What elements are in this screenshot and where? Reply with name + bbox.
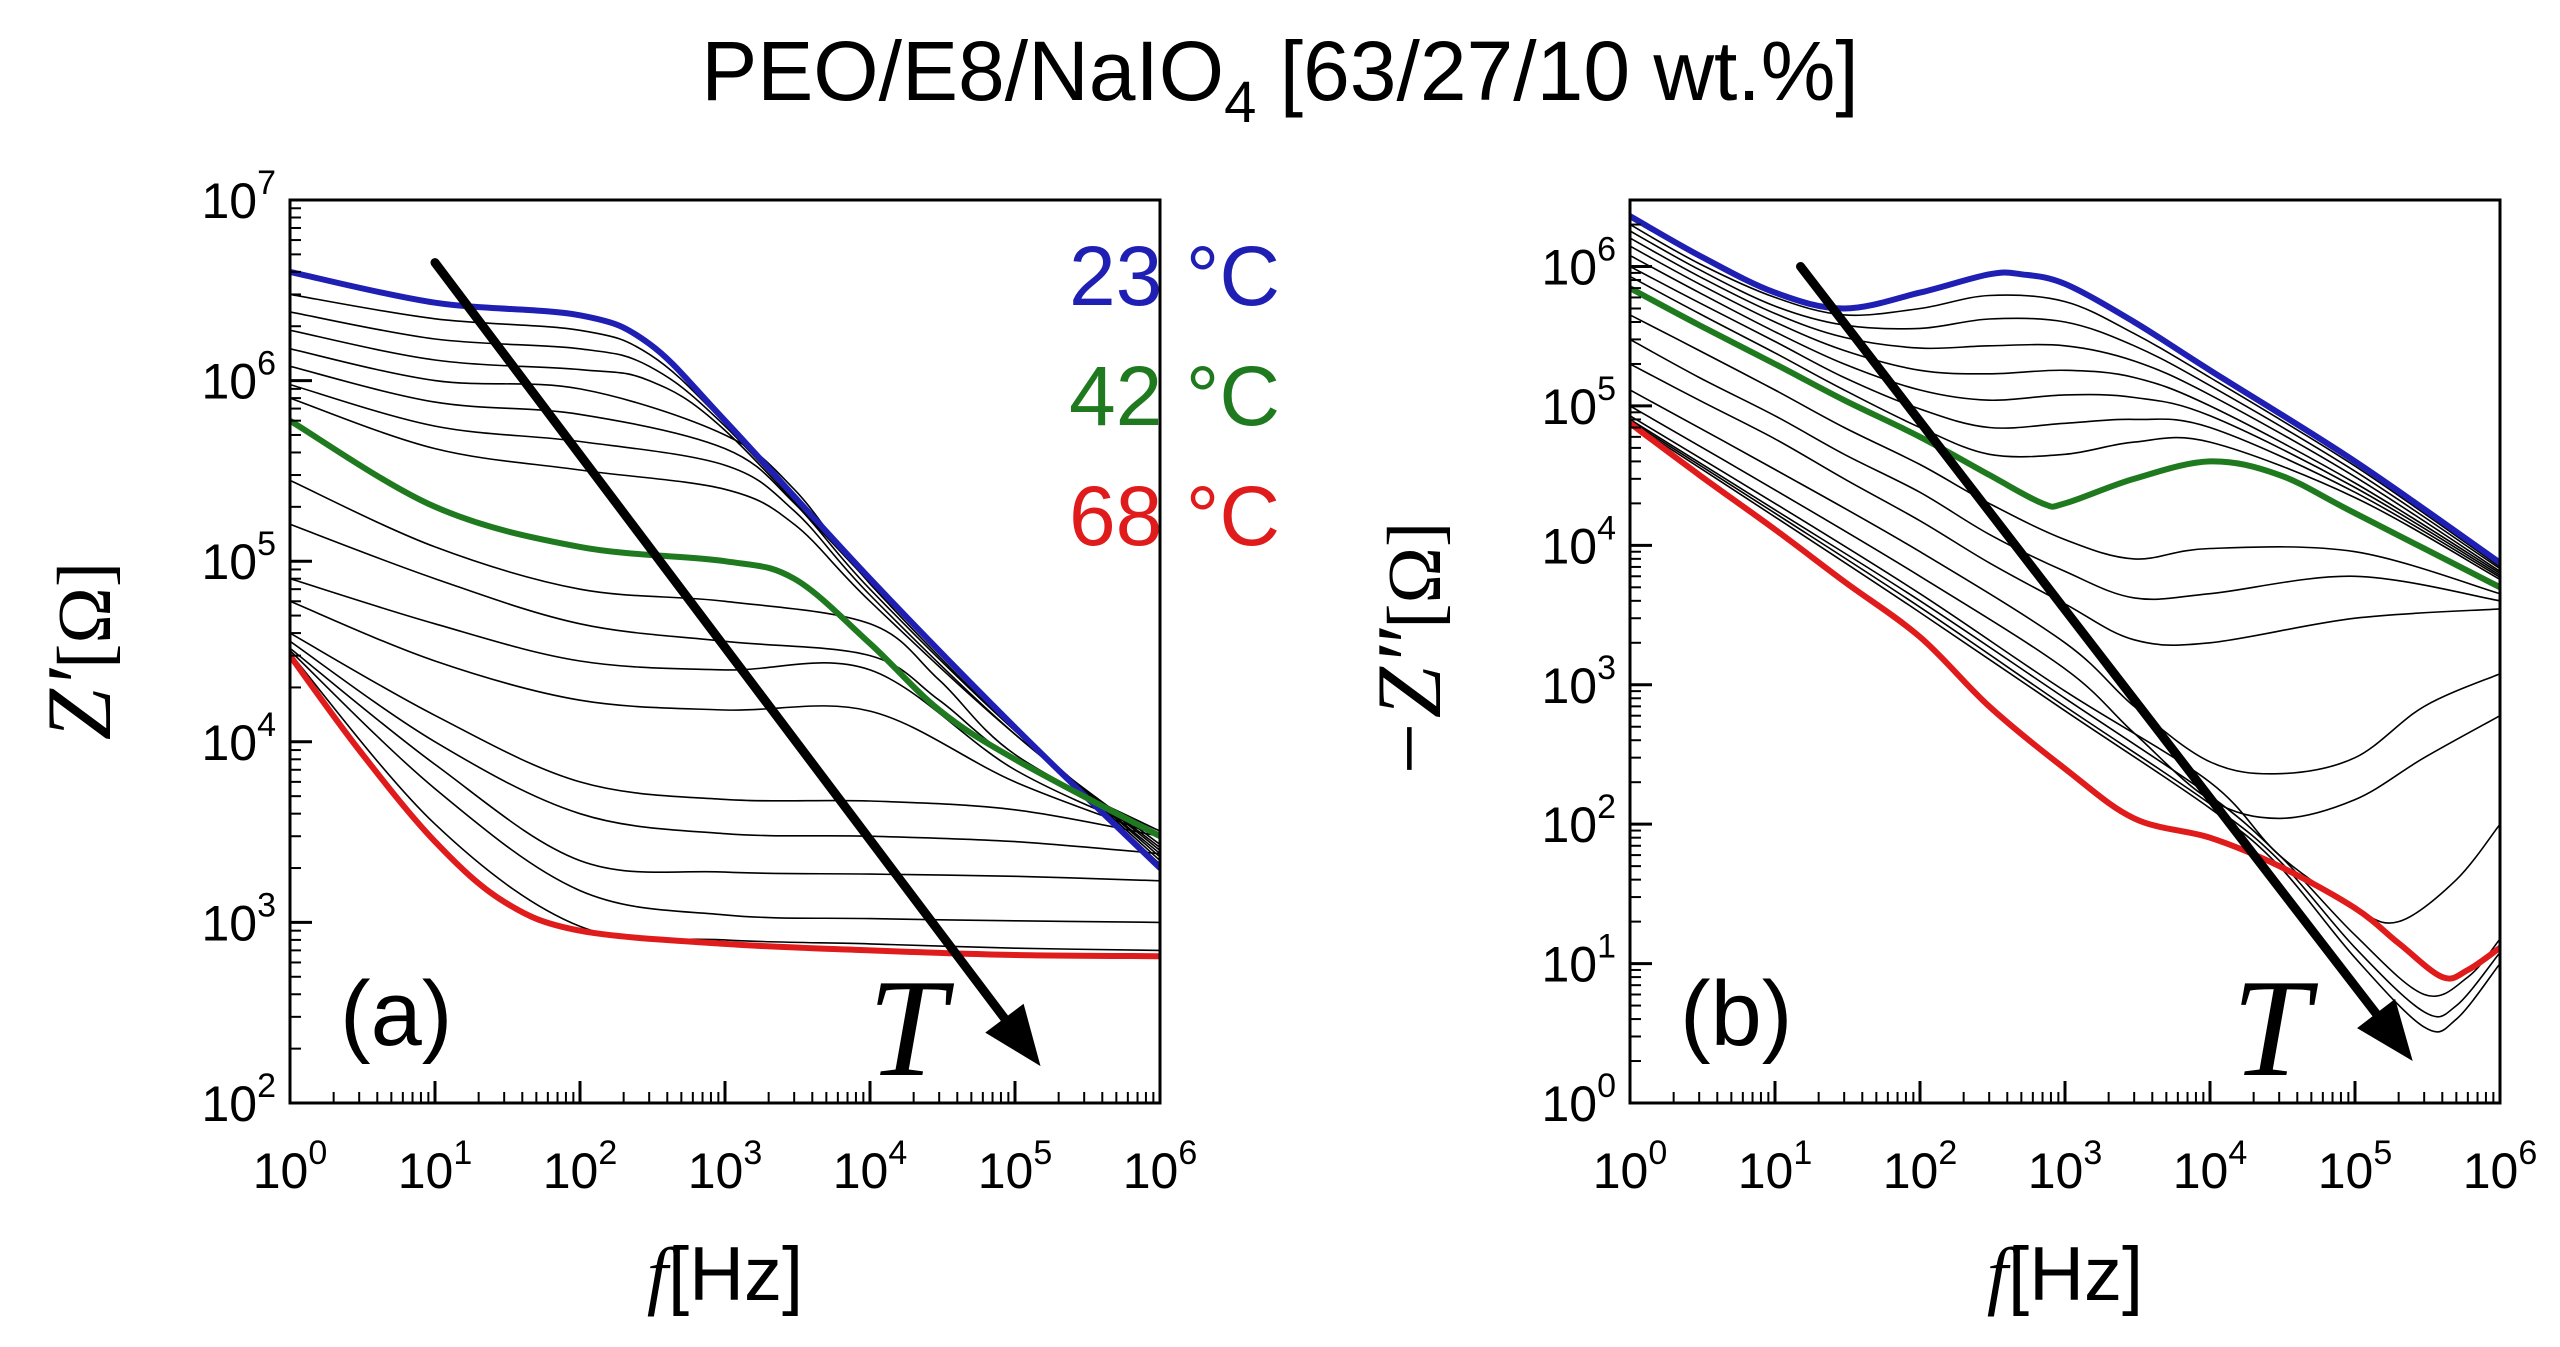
panel-b-series-line-intermediate-1	[1630, 223, 2500, 568]
panel-b-series-line-42c	[1630, 285, 2500, 591]
panel-b-series-line-intermediate-3	[1630, 237, 2500, 573]
panel-a-curves	[290, 268, 1160, 960]
panel-b-curves	[1630, 213, 2500, 1033]
panel-b-series-line-intermediate-6	[1630, 265, 2500, 579]
panel-a-zprime: 100 101 102 103 104 105 106102103104105106107 …	[28, 164, 1280, 1317]
legend-entry-42c: 42 °C	[1069, 349, 1280, 443]
panel-a-x-tick-label: 105	[978, 1134, 1053, 1199]
panel-b-arrow-head	[2357, 998, 2413, 1062]
panel-a-x-axis-title: f[Hz]	[647, 1232, 803, 1317]
panel-b-ticks: 100 101 102 103 104 105 106 100 101 102 103 104 105 1…	[1541, 223, 2538, 1199]
panel-a-arrow-head	[985, 1003, 1041, 1067]
panel-b-y-tick-label: 106	[1541, 231, 1616, 296]
panel-b-x-tick-label: 104	[2173, 1134, 2248, 1199]
panel-a-series-line-intermediate-16	[290, 649, 1160, 924]
panel-a-series-line-23c	[290, 268, 1160, 871]
panel-b-y-axis-unit: [Ω]	[1373, 522, 1457, 629]
panel-b-series-line-intermediate-10	[1630, 338, 2500, 602]
panel-b-series-line-intermediate-16	[1630, 420, 2500, 1018]
panel-b-series-line-intermediate-17	[1630, 421, 2500, 1033]
figure-title-main: PEO/E8/NaIO	[701, 24, 1224, 118]
panel-b-series-line-intermediate-11	[1630, 363, 2500, 646]
panel-b-y-tick-label: 102	[1541, 788, 1616, 853]
panel-a-series-line-intermediate-11	[290, 577, 1160, 837]
panel-b-series-line-intermediate-2	[1630, 230, 2500, 570]
panel-b-y-tick-label: 100	[1541, 1067, 1616, 1132]
panel-a-x-tick-label: 106	[1123, 1134, 1198, 1199]
panel-b-x-tick-label: 103	[2028, 1134, 2103, 1199]
panel-b-series-line-intermediate-15	[1630, 418, 2500, 997]
panel-a-y-axis-title: Z′[Ω]	[28, 562, 130, 740]
panel-b-x-tick-label: 100	[1593, 1134, 1668, 1199]
panel-a-y-tick-label: 103	[201, 886, 276, 951]
panel-b-series-line-intermediate-5	[1630, 254, 2500, 577]
legend-entry-68c: 68 °C	[1069, 469, 1280, 563]
panel-b-x-tick-label: 101	[1738, 1134, 1813, 1199]
panel-a-x-axis-unit: [Hz]	[668, 1232, 803, 1317]
panel-a-x-tick-label: 100	[253, 1134, 328, 1199]
panel-b-y-tick-label: 101	[1541, 928, 1616, 993]
panel-a-y-tick-label: 104	[201, 706, 276, 771]
panel-a-series-line-42c	[290, 417, 1160, 840]
panel-b-label: (b)	[1680, 963, 1792, 1065]
panel-a-y-axis-symbol: Z′	[28, 667, 130, 740]
panel-a-series-line-intermediate-10	[290, 523, 1160, 832]
panel-a-x-tick-label: 103	[688, 1134, 763, 1199]
panel-b-y-tick-label: 104	[1541, 509, 1616, 574]
panel-b-series-line-23c	[1630, 213, 2500, 566]
panel-a-series-line-intermediate-12	[290, 600, 1160, 837]
panel-a-y-tick-label: 107	[201, 164, 276, 229]
panel-a-x-tick-label: 101	[398, 1134, 473, 1199]
panel-a-x-tick-label: 102	[543, 1134, 618, 1199]
panel-a-series-line-intermediate-1	[290, 293, 1160, 865]
panel-a-series-line-intermediate-17	[290, 652, 1160, 952]
panel-b-arrow-shaft	[1796, 262, 2381, 1019]
panel-a-x-tick-label: 104	[833, 1134, 908, 1199]
panel-b-y-axis-title: −Z″[Ω]	[1358, 522, 1460, 781]
panel-b-x-tick-label: 102	[1883, 1134, 1958, 1199]
panel-a-arrow-label: T	[868, 951, 955, 1106]
panel-b-y-tick-label: 103	[1541, 649, 1616, 714]
panel-b-series-line-intermediate-9	[1630, 314, 2500, 595]
panel-a-temperature-arrow	[430, 258, 1041, 1067]
panel-a-series-line-intermediate-7	[290, 397, 1160, 846]
panel-a-y-axis-unit: [Ω]	[43, 562, 127, 669]
legend-entry-23c: 23 °C	[1069, 229, 1280, 323]
panel-b-x-tick-label: 106	[2463, 1134, 2538, 1199]
panel-a-series-line-intermediate-14	[290, 640, 1160, 855]
panel-a-y-tick-label: 102	[201, 1067, 276, 1132]
panel-b-y-tick-label: 105	[1541, 370, 1616, 435]
panel-b-series-line-intermediate-7	[1630, 275, 2500, 581]
panel-a-legend: 23 °C 42 °C 68 °C	[1069, 229, 1280, 563]
panel-a-y-tick-label: 105	[201, 525, 276, 590]
panel-a-series-line-68c	[290, 652, 1160, 960]
panel-b-x-tick-label: 105	[2318, 1134, 2393, 1199]
panel-b-x-axis-title: f[Hz]	[1987, 1232, 2143, 1317]
panel-b-series-line-intermediate-4	[1630, 245, 2500, 575]
panel-a-series-line-intermediate-15	[290, 647, 1160, 882]
panel-b-temperature-arrow	[1796, 262, 2413, 1062]
panel-b-arrow-label: T	[2232, 951, 2319, 1106]
panel-b-x-axis-unit: [Hz]	[2008, 1232, 2143, 1317]
panel-b-series-line-intermediate-12	[1630, 389, 2500, 775]
figure-title-subscript: 4	[1224, 70, 1256, 135]
panel-a-y-tick-label: 106	[201, 345, 276, 410]
figure-title-tail: [63/27/10 wt.%]	[1256, 24, 1858, 118]
panel-a-label: (a)	[340, 963, 452, 1065]
panel-b-series-line-68c	[1630, 420, 2500, 982]
panel-a-arrow-shaft	[430, 258, 1009, 1023]
panel-a-series-line-intermediate-13	[290, 632, 1160, 837]
panel-a-series-line-intermediate-9	[290, 479, 1160, 835]
panel-b-y-axis-symbol: −Z″	[1358, 627, 1460, 780]
figure-title: PEO/E8/NaIO4 [63/27/10 wt.%]	[701, 24, 1859, 135]
panel-b-zdoubleprime: 100 101 102 103 104 105 106 100 101 102 103 104 105 1…	[1358, 198, 2538, 1317]
panel-a-ticks: 100 101 102 103 104 105 106 102 103 104 105 106 107	[201, 164, 1197, 1199]
